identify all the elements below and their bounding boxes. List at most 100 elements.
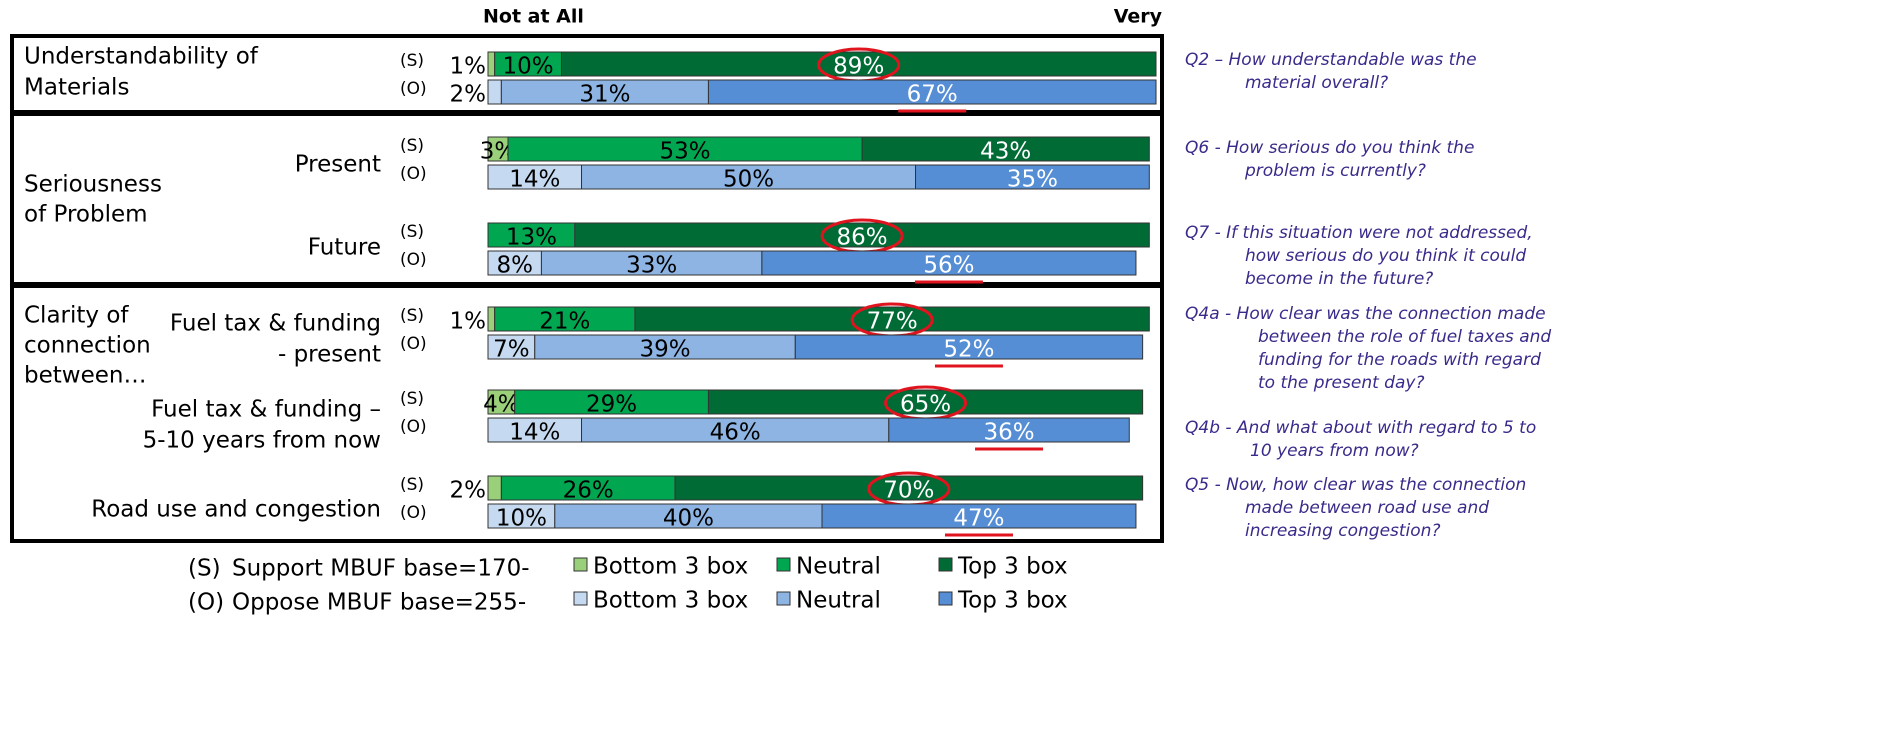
bar-segment: [487, 250, 542, 276]
bar-segment: [514, 389, 709, 415]
bar-segment: [487, 222, 576, 248]
legend-label: Top 3 box: [957, 588, 1068, 614]
question-text: problem is currently?: [1244, 161, 1426, 181]
value-label: 1%: [450, 309, 487, 335]
question-text: funding for the roads with regard: [1258, 350, 1541, 370]
question-text: material overall?: [1245, 73, 1388, 93]
value-label: 39%: [639, 337, 690, 363]
legend-tag: (S): [188, 556, 221, 582]
bar-segment: [761, 250, 1137, 276]
row-tag: (S): [400, 306, 424, 326]
bar-segment: [500, 79, 709, 105]
value-label: 52%: [943, 337, 994, 363]
category-label: 5-10 years from now: [143, 428, 381, 454]
question-text: 10 years from now?: [1250, 441, 1419, 461]
value-label: 50%: [723, 167, 774, 193]
value-label: 89%: [833, 54, 884, 80]
row-tag: (O): [400, 417, 427, 437]
question-text: made between road use and: [1245, 498, 1489, 518]
legend-label: Neutral: [796, 554, 881, 580]
legend-swatch: [573, 557, 588, 572]
group-label: Clarity of: [24, 303, 129, 329]
bar-segment: [634, 306, 1150, 332]
value-label: 8%: [496, 253, 533, 279]
bar-segment: [574, 222, 1150, 248]
bar-segment: [707, 79, 1157, 105]
category-label: Materials: [24, 75, 129, 101]
value-label: 2%: [450, 478, 487, 504]
group-label: of Problem: [24, 202, 148, 228]
value-label: 47%: [953, 506, 1004, 532]
value-label: 2%: [450, 82, 487, 108]
bar-segment: [674, 475, 1144, 501]
bar-segment: [494, 51, 562, 77]
value-label: 56%: [923, 253, 974, 279]
value-label: 46%: [710, 420, 761, 446]
value-label: 4%: [483, 392, 520, 418]
bar-segment: [534, 334, 796, 360]
group-label: Seriousness: [24, 172, 162, 198]
question-text: Q6 - How serious do you think the: [1185, 138, 1474, 158]
bar-segment: [487, 51, 496, 77]
value-label: 53%: [659, 139, 710, 165]
row-tag: (S): [400, 389, 424, 409]
value-label: 86%: [837, 225, 888, 251]
legend-swatch: [776, 591, 791, 606]
row-tag: (S): [400, 136, 424, 156]
bar-segment: [487, 389, 516, 415]
bar-segment: [581, 417, 890, 443]
bar-segment: [540, 250, 763, 276]
question-text: to the present day?: [1258, 373, 1424, 393]
bar-segment: [487, 306, 496, 332]
bar-segment: [487, 503, 556, 529]
value-label: 10%: [503, 54, 554, 80]
category-label: Fuel tax & funding: [170, 311, 381, 337]
value-label: 26%: [563, 478, 614, 504]
category-label: - present: [278, 342, 381, 368]
value-label: 67%: [907, 82, 958, 108]
bar-segment: [794, 334, 1144, 360]
legend-swatch: [938, 591, 953, 606]
question-text: how serious do you think it could: [1245, 246, 1526, 266]
bar-segment: [861, 136, 1150, 162]
value-label: 77%: [867, 309, 918, 335]
legend-row-label: Oppose MBUF base=255-: [232, 590, 526, 616]
value-label: 10%: [496, 506, 547, 532]
bar-segment: [888, 417, 1130, 443]
bar-segment: [560, 51, 1157, 77]
question-text: Q7 - If this situation were not addresse…: [1185, 223, 1533, 243]
legend-swatch: [776, 557, 791, 572]
category-label: Understandability of: [24, 44, 259, 70]
row-tag: (O): [400, 334, 427, 354]
value-label: 35%: [1007, 167, 1058, 193]
value-label: 29%: [586, 392, 637, 418]
question-text: Q4b - And what about with regard to 5 to: [1185, 418, 1536, 438]
value-label: 40%: [663, 506, 714, 532]
category-label: Present: [295, 152, 381, 178]
legend-label: Bottom 3 box: [593, 588, 748, 614]
legend-label: Bottom 3 box: [593, 554, 748, 580]
value-label: 13%: [506, 225, 557, 251]
question-text: Q4a - How clear was the connection made: [1185, 304, 1546, 324]
category-label: Fuel tax & funding –: [151, 397, 381, 423]
value-label: 31%: [579, 82, 630, 108]
value-label: 33%: [626, 253, 677, 279]
value-label: 14%: [509, 167, 560, 193]
bar-segment: [487, 417, 583, 443]
value-label: 21%: [539, 309, 590, 335]
question-text: become in the future?: [1245, 269, 1433, 289]
bar-segment: [487, 475, 502, 501]
question-text: Q5 - Now, how clear was the connection: [1185, 475, 1526, 495]
group-label: connection: [24, 333, 151, 359]
row-tag: (O): [400, 250, 427, 270]
question-text: between the role of fuel taxes and: [1258, 327, 1551, 347]
row-tag: (O): [400, 79, 427, 99]
row-tag: (O): [400, 503, 427, 523]
value-label: 65%: [900, 392, 951, 418]
legend-label: Neutral: [796, 588, 881, 614]
bar-segment: [507, 136, 863, 162]
legend-row-label: Support MBUF base=170-: [232, 556, 530, 582]
bar-segment: [915, 164, 1150, 190]
